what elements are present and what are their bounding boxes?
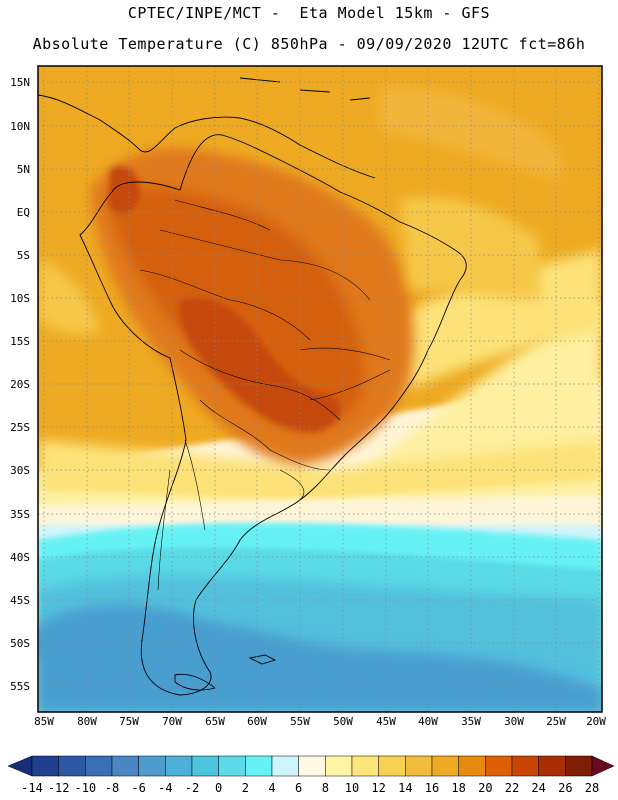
caribbean-islands — [239, 77, 371, 101]
colorbar-tick-label: -10 — [74, 781, 97, 795]
lat-label: 5S — [16, 249, 30, 262]
colorbar-tick-label: 8 — [321, 781, 329, 795]
field-cold-core — [38, 605, 210, 675]
colorbar-swatch — [85, 755, 113, 777]
colorbar-swatch — [378, 755, 406, 777]
lat-label: 40S — [10, 551, 30, 564]
lon-label: 30W — [504, 715, 524, 728]
field-red-nw — [108, 166, 140, 214]
field-red-orange — [110, 188, 364, 431]
colorbar-tick-label: -2 — [184, 781, 200, 795]
lon-label: 20W — [586, 715, 606, 728]
colorbar-swatch — [511, 755, 539, 777]
field-gold-northeast — [400, 197, 540, 300]
colorbar-tick-label: 24 — [531, 781, 546, 795]
lon-label: 35W — [461, 715, 481, 728]
lat-label: 45S — [10, 594, 30, 607]
lat-label: 15S — [10, 335, 30, 348]
colorbar-tick-label: 4 — [268, 781, 276, 795]
lon-label: 70W — [162, 715, 182, 728]
lat-label: 50S — [10, 637, 30, 650]
temperature-field — [38, 66, 602, 712]
colorbar-swatch — [218, 755, 246, 777]
falklands — [248, 654, 277, 665]
south-america-coast — [79, 134, 467, 696]
central-america — [38, 94, 376, 179]
colorbar-swatch — [31, 755, 59, 777]
field-red — [179, 297, 341, 432]
lat-label: EQ — [16, 206, 30, 219]
colorbar-swatch — [191, 755, 219, 777]
colorbar-swatch — [138, 755, 166, 777]
lat-label: 30S — [10, 464, 30, 477]
colorbar-tick-label: 2 — [241, 781, 249, 795]
colorbar-swatch — [431, 755, 459, 777]
lon-label: 65W — [205, 715, 225, 728]
colorbar-swatch — [538, 755, 566, 777]
colorbar-tick-label: -8 — [104, 781, 120, 795]
colorbar-swatch — [298, 755, 326, 777]
lat-label: 10N — [10, 120, 30, 133]
colorbar-tick-label: 18 — [451, 781, 466, 795]
colorbar-tick-label: 28 — [584, 781, 600, 795]
field-yellow-east — [380, 250, 602, 400]
colorbar-tick-label: 0 — [215, 781, 223, 795]
colorbar-tick-label: -6 — [131, 781, 146, 795]
map-frame — [37, 65, 603, 713]
colorbar-tick-label: 16 — [424, 781, 440, 795]
map-subtitle: Absolute Temperature (C) 850hPa - 09/09/… — [32, 35, 586, 53]
lon-label: 55W — [290, 715, 310, 728]
lat-label: 20S — [10, 378, 30, 391]
colorbar-tick-label: 12 — [371, 781, 386, 795]
lon-label: 60W — [247, 715, 267, 728]
field-orange-light-north — [380, 88, 560, 180]
colorbar-swatch — [58, 755, 86, 777]
lat-label: 5N — [16, 163, 30, 176]
colorbar-swatch — [351, 755, 379, 777]
colorbar-swatch — [325, 755, 353, 777]
colorbar-tick-label: 22 — [504, 781, 520, 795]
colorbar-swatch — [245, 755, 273, 777]
colorbar-tick-label: 14 — [398, 781, 413, 795]
lat-label: 35S — [10, 508, 30, 521]
colorbar-swatch — [111, 755, 139, 777]
colorbar-tick-label: 20 — [478, 781, 493, 795]
lon-label: 85W — [34, 715, 54, 728]
field-gold-west — [38, 260, 100, 335]
colorbar-tick-label: -12 — [47, 781, 70, 795]
lon-label: 50W — [333, 715, 353, 728]
colorbar-tick-label: 10 — [344, 781, 360, 795]
colorbar-tick-label: 26 — [558, 781, 573, 795]
lat-label: 55S — [10, 680, 30, 693]
colorbar-tick-label: -4 — [158, 781, 173, 795]
colorbar-swatch — [165, 755, 193, 777]
colorbar-right-arrow — [591, 755, 615, 777]
colorbar-left-arrow — [7, 755, 33, 777]
colorbar-swatch — [458, 755, 486, 777]
lon-label: 80W — [77, 715, 97, 728]
colorbar-swatch — [485, 755, 513, 777]
lon-label: 25W — [546, 715, 566, 728]
country-borders — [139, 199, 391, 591]
lat-label: 10S — [10, 292, 30, 305]
map-title: CPTEC/INPE/MCT - Eta Model 15km - GFS — [127, 4, 491, 22]
colorbar-swatch — [565, 755, 593, 777]
colorbar — [7, 755, 615, 777]
lon-label: 75W — [119, 715, 139, 728]
lat-label: 25S — [10, 421, 30, 434]
colorbar-tick-label: -14 — [21, 781, 43, 795]
colorbar-swatch — [405, 755, 433, 777]
colorbar-swatch — [271, 755, 299, 777]
lon-label: 40W — [418, 715, 438, 728]
lat-label: 15N — [10, 76, 30, 89]
colorbar-tick-label: 6 — [295, 781, 303, 795]
lon-label: 45W — [376, 715, 396, 728]
